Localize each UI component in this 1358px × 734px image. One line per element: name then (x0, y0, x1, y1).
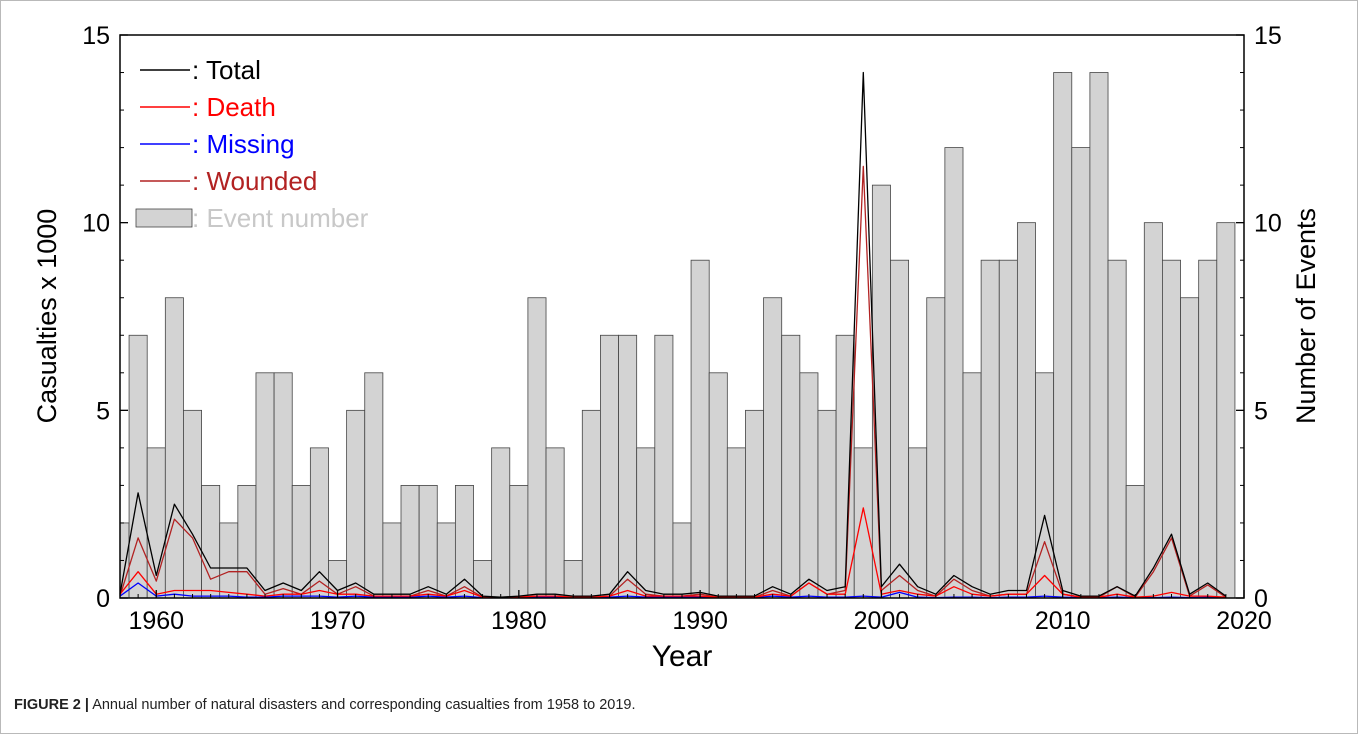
event-bar (908, 447, 928, 599)
x-tick-label: 2010 (1035, 607, 1091, 635)
y-axis-right-label: Number of Events (1291, 208, 1321, 424)
event-bar (1035, 372, 1055, 599)
y-right-tick-label: 0 (1254, 585, 1268, 613)
legend: : Total : Death : Missing : Wounded : Event … (135, 55, 369, 233)
series-line-missing (119, 582, 1226, 599)
y-right-tick-label: 15 (1254, 22, 1282, 50)
legend-label: : Missing (192, 129, 295, 159)
event-bar (400, 484, 420, 599)
event-bar (291, 484, 311, 599)
y-left-tick-label: 15 (82, 22, 110, 50)
event-bar (237, 484, 257, 599)
event-bar (1180, 297, 1200, 599)
event-bar (835, 334, 855, 599)
event-bar (1143, 222, 1163, 599)
y-left-tick-label: 5 (96, 397, 110, 425)
event-bar (781, 334, 801, 599)
event-bar (581, 409, 601, 599)
event-bar (1216, 222, 1236, 599)
event-bar (309, 447, 329, 599)
x-tick-label: 1980 (491, 607, 547, 635)
event-bar (527, 297, 547, 599)
legend-label: : Total (192, 55, 261, 85)
event-bar (817, 409, 837, 599)
event-bar (1198, 259, 1218, 599)
event-bar (654, 334, 674, 599)
legend-label: : Wounded (192, 166, 317, 196)
event-bar (980, 259, 1000, 599)
y-axis-left-label: Casualties x 1000 (32, 209, 62, 424)
event-bar (509, 484, 529, 599)
event-bar (672, 522, 692, 599)
legend-label: : Death (192, 92, 276, 122)
series-line-death (119, 507, 1226, 598)
event-bar (708, 372, 728, 599)
y-right-tick-label: 10 (1254, 210, 1282, 238)
event-bar (1053, 72, 1073, 599)
event-bar (346, 409, 366, 599)
event-bar (164, 297, 184, 599)
event-bar (364, 372, 384, 599)
x-tick-label: 1960 (128, 607, 184, 635)
event-bar (944, 147, 964, 599)
x-axis-label: Year (652, 640, 713, 673)
event-bar (545, 447, 565, 599)
casualty-lines (119, 71, 1227, 599)
event-bar (183, 409, 202, 599)
event-bar (382, 522, 402, 599)
event-bar (563, 560, 583, 599)
event-bar (962, 372, 982, 599)
event-bar (1071, 147, 1091, 599)
event-bar (436, 522, 456, 599)
event-bar (636, 447, 656, 599)
event-bar (600, 334, 619, 599)
x-tick-label: 2020 (1216, 607, 1272, 635)
event-bar (1107, 259, 1127, 599)
event-bar (799, 372, 819, 599)
event-bar (926, 297, 946, 599)
series-line-total (119, 71, 1227, 598)
event-bar (219, 522, 239, 599)
event-bar (201, 484, 221, 599)
event-bar (454, 484, 474, 599)
x-tick-label: 2000 (854, 607, 910, 635)
event-bar (491, 447, 511, 599)
legend-label: : Event number (192, 203, 369, 233)
event-bar (763, 297, 783, 599)
event-bar (418, 484, 438, 599)
event-bar (690, 259, 710, 599)
event-bar (473, 560, 493, 599)
event-bar (618, 334, 638, 599)
event-bar (890, 259, 910, 599)
event-bar (255, 372, 275, 599)
y-left-tick-label: 0 (96, 585, 110, 613)
event-bar (998, 259, 1018, 599)
y-right-tick-label: 5 (1254, 397, 1268, 425)
chart: 1960 1970 1980 1990 2000 2010 2020051015051015… (32, 22, 1321, 673)
event-bar (1016, 222, 1036, 599)
event-bar (853, 447, 873, 599)
event-bar (1089, 72, 1109, 599)
event-bar (745, 409, 764, 599)
x-tick-label: 1970 (310, 607, 366, 635)
figure-caption: FIGURE 2 | Annual number of natural disa… (14, 697, 635, 713)
y-left-tick-label: 10 (82, 210, 110, 238)
caption-text: Annual number of natural disasters and c… (88, 697, 636, 713)
legend-swatch-bar (135, 208, 193, 228)
event-bar (273, 372, 293, 599)
x-tick-label: 1990 (672, 607, 728, 635)
event-bar (726, 447, 746, 599)
event-bar (1125, 484, 1145, 599)
caption-label: FIGURE 2 | (14, 697, 89, 713)
